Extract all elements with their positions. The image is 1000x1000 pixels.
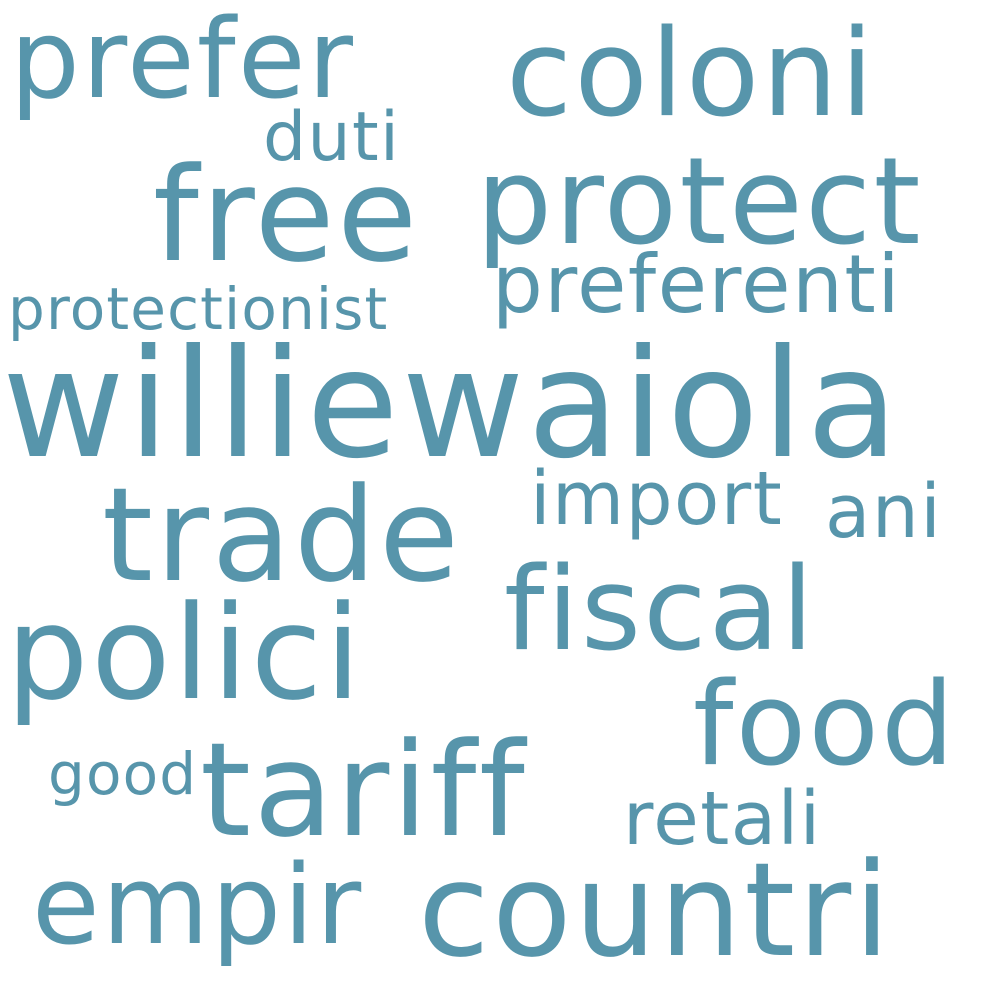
word-williewaiola: williewaiola [2, 318, 902, 492]
word-retali: retali [623, 776, 822, 862]
word-prefer: prefer [10, 0, 356, 123]
word-protect: protect [476, 133, 923, 272]
word-polici: polici [6, 577, 364, 729]
word-ani: ani [825, 469, 943, 555]
word-fiscal: fiscal [504, 543, 816, 677]
word-duti: duti [263, 98, 401, 177]
word-tariff: tariff [200, 714, 528, 866]
word-coloni: coloni [506, 5, 876, 144]
word-import: import [530, 456, 784, 542]
word-protectionist: protectionist [8, 275, 389, 343]
word-good: good [48, 740, 198, 808]
word-free: free [153, 139, 420, 291]
word-trade: trade [102, 459, 462, 611]
word-preferenti: preferenti [492, 238, 902, 331]
word-food: food [693, 658, 957, 792]
word-empir: empir [32, 841, 364, 969]
word-countri: countri [418, 834, 893, 986]
